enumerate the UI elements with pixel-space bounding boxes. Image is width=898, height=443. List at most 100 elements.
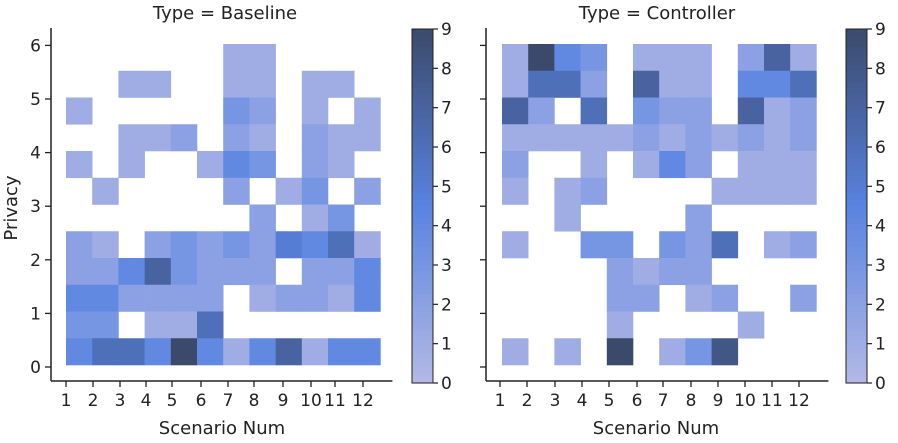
- heatmap-cell: [66, 97, 93, 125]
- colorbar-segment: [846, 182, 867, 189]
- heatmap-cell: [737, 177, 765, 205]
- colorbar-segment: [412, 206, 433, 213]
- heatmap-cell: [301, 338, 329, 366]
- heatmap-cell: [580, 70, 608, 98]
- heatmap-cell: [790, 284, 817, 312]
- colorbar-segment: [846, 353, 867, 360]
- heatmap-cell: [66, 231, 93, 259]
- y-axis-label: Privacy: [1, 175, 22, 241]
- heatmap-cell: [711, 177, 739, 205]
- colorbar-segment: [846, 188, 867, 195]
- heatmap-cell: [502, 177, 529, 205]
- colorbar-segment: [412, 194, 433, 201]
- colorbar-segment: [412, 335, 433, 343]
- colorbar-tick-label: 5: [875, 177, 886, 197]
- colorbar-segment: [846, 259, 867, 266]
- heatmap-cell: [197, 311, 224, 339]
- colorbar-segment: [846, 223, 867, 231]
- colorbar-tick-label: 0: [875, 374, 886, 394]
- axes: [480, 28, 829, 387]
- heatmap-cell: [301, 151, 329, 179]
- heatmap-cell: [554, 44, 581, 72]
- colorbar-segment: [846, 288, 867, 296]
- heatmap-cell: [685, 258, 712, 286]
- heatmap-cell: [685, 284, 712, 312]
- heatmap-cell: [606, 284, 634, 312]
- heatmap-cell: [502, 338, 529, 366]
- heatmap-cell: [92, 311, 119, 339]
- heatmap-cell: [659, 124, 686, 152]
- colorbar-segment: [412, 294, 433, 301]
- colorbar-segment: [846, 329, 867, 337]
- colorbar-tick-label: 3: [441, 256, 452, 276]
- colorbar-segment: [412, 117, 433, 124]
- x-tick-label: 2: [88, 391, 99, 411]
- colorbar-segment: [412, 141, 433, 148]
- colorbar-segment: [846, 117, 867, 124]
- x-tick-label: 4: [141, 391, 152, 411]
- heatmap-cell: [580, 124, 608, 152]
- colorbar-segment: [846, 70, 867, 77]
- x-tick-label: 8: [686, 391, 697, 411]
- colorbar-segment: [846, 93, 867, 101]
- heatmap-cell: [275, 231, 303, 259]
- heatmap-cell: [606, 338, 634, 366]
- heatmap-cell: [92, 284, 119, 312]
- heatmap-cell: [197, 338, 224, 366]
- heatmap-cell: [197, 231, 224, 259]
- colorbar-segment: [846, 82, 867, 89]
- colorbar-tick-label: 9: [441, 20, 452, 40]
- heatmap-cell: [328, 338, 355, 366]
- colorbar-segment: [846, 235, 867, 242]
- x-axis-label: Scenario Num: [159, 418, 285, 439]
- heatmap-cell: [737, 97, 765, 125]
- colorbar-segment: [412, 329, 433, 337]
- heatmap-cell: [633, 151, 660, 179]
- colorbar-segment: [412, 82, 433, 89]
- y-tick-label: 1: [30, 304, 41, 324]
- heatmap-cell: [197, 284, 224, 312]
- colorbar-segment: [846, 335, 867, 343]
- heatmap-cell: [659, 338, 686, 366]
- heatmap-cell: [737, 124, 765, 152]
- x-tick-label: 5: [167, 391, 178, 411]
- x-tick-label: 10: [300, 391, 322, 411]
- heatmap-cell: [685, 70, 712, 98]
- colorbar-segment: [846, 312, 867, 319]
- colorbar-segment: [412, 217, 433, 225]
- heatmap-cell: [606, 311, 634, 339]
- heatmap-cell: [144, 258, 172, 286]
- axes: [45, 28, 393, 387]
- heatmap-cell: [764, 44, 791, 72]
- colorbar-segment: [412, 300, 433, 307]
- heatmap-cell: [223, 44, 250, 72]
- heatmap-cell: [118, 338, 145, 366]
- y-tick-label: 5: [30, 90, 41, 110]
- heatmap-cell: [118, 151, 145, 179]
- heatmap-cell: [606, 258, 634, 286]
- heatmap-cell: [170, 124, 198, 152]
- heatmap-cell: [249, 231, 276, 259]
- colorbar-segment: [846, 341, 867, 349]
- heatmap-cell: [633, 44, 660, 72]
- colorbar-segment: [846, 176, 867, 183]
- colorbar-segment: [846, 265, 867, 272]
- heatmap-cell: [528, 70, 555, 98]
- colorbar-segment: [412, 253, 433, 260]
- heatmap-cell: [223, 258, 250, 286]
- heatmap-cell: [580, 151, 608, 179]
- colorbar-tick-label: 7: [875, 99, 886, 119]
- colorbar-segment: [412, 288, 433, 296]
- heatmap-cell: [354, 284, 381, 312]
- colorbar-segment: [846, 347, 867, 355]
- heatmap-cell: [249, 258, 276, 286]
- colorbar-segment: [846, 359, 867, 366]
- heatmap-cell: [249, 124, 276, 152]
- heatmap-cell: [66, 151, 93, 179]
- heatmap-cell: [301, 258, 329, 286]
- heatmap-cell: [118, 70, 145, 98]
- heatmap-cell: [301, 70, 329, 98]
- heatmap-cell: [249, 97, 276, 125]
- heatmap-cell: [580, 231, 608, 259]
- heatmap-cell: [502, 70, 529, 98]
